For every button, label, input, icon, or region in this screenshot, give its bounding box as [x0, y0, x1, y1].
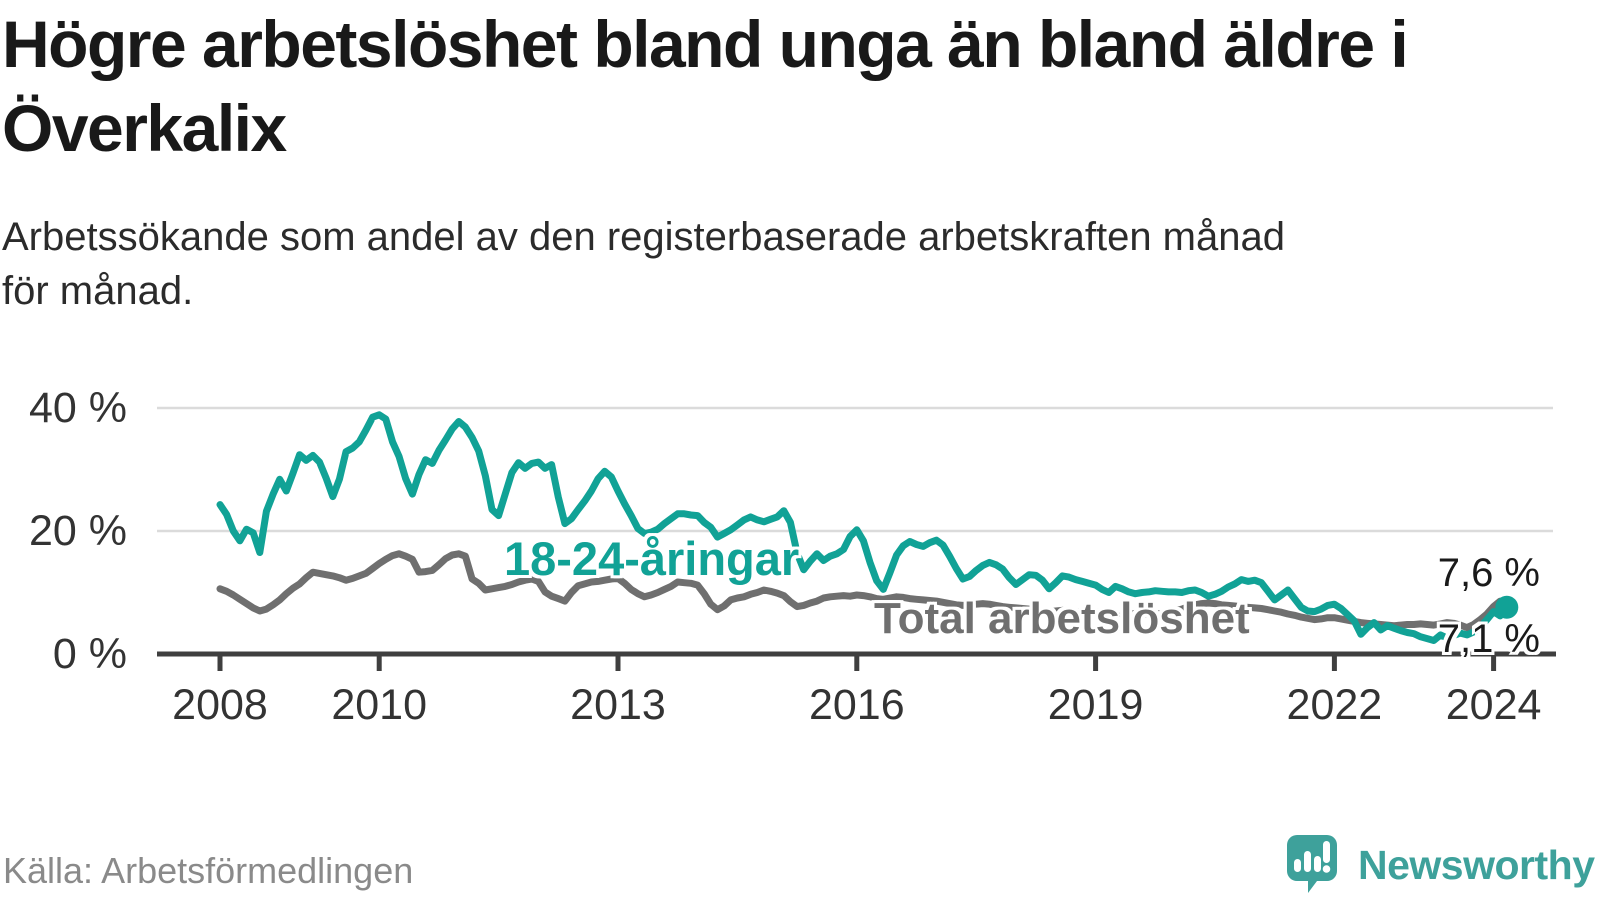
bar-small	[1294, 859, 1301, 872]
x-tick-label: 2024	[1445, 681, 1542, 729]
x-tick-label: 2019	[1047, 681, 1144, 729]
y-tick-label: 0 %	[52, 630, 127, 678]
series-label-youth: 18-24-åringar	[504, 532, 800, 585]
x-tick-label: 2008	[172, 681, 268, 729]
series-line-youth	[216, 411, 1511, 644]
bar-tall	[1304, 851, 1311, 872]
x-tick-label: 2022	[1286, 681, 1383, 729]
y-tick-label: 40 %	[28, 384, 127, 432]
series-label-total: Total arbetslöshet	[874, 594, 1250, 643]
subtitle-line2: för månad.	[2, 269, 194, 313]
source-note: Källa: Arbetsförmedlingen	[3, 850, 414, 891]
x-tick-label: 2013	[570, 681, 666, 729]
exclamation-stem	[1323, 841, 1330, 863]
x-tick-label: 2010	[331, 681, 428, 729]
end-value-label-youth: 7,6 %	[1437, 551, 1540, 595]
newsworthy-logo-icon	[1287, 835, 1337, 893]
subtitle-line1: Arbetssökande som andel av den registerb…	[2, 215, 1285, 259]
x-axis-ticks	[217, 656, 1497, 671]
page-title-line2: Överkalix	[2, 91, 287, 165]
bar-mid	[1314, 856, 1321, 872]
exclamation-dot	[1322, 865, 1331, 873]
newsworthy-logo-text: Newsworthy	[1358, 842, 1595, 888]
page-title: Högre arbetslöshet bland unga än bland ä…	[2, 2, 1592, 170]
newsworthy-logo: Newsworthy	[1286, 834, 1595, 894]
end-value-label-total: 7,1 %	[1437, 617, 1540, 661]
series-line-total	[216, 550, 1511, 632]
page-title-line1: Högre arbetslöshet bland unga än bland ä…	[2, 7, 1409, 81]
x-tick-label: 2016	[808, 681, 905, 729]
series-end-dot-youth	[1495, 595, 1519, 619]
y-tick-label: 20 %	[28, 507, 127, 555]
subtitle: Arbetssökande som andel av den registerb…	[2, 210, 1592, 318]
